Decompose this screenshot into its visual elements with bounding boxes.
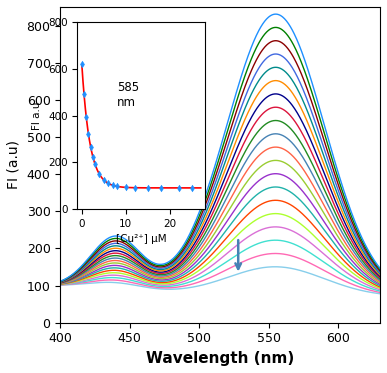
Y-axis label: FI a.u: FI a.u bbox=[33, 101, 43, 130]
X-axis label: [Cu²⁺] μM: [Cu²⁺] μM bbox=[116, 234, 166, 244]
X-axis label: Wavelength (nm): Wavelength (nm) bbox=[146, 351, 294, 366]
Text: 585
nm: 585 nm bbox=[117, 81, 139, 109]
Y-axis label: FI (a.u): FI (a.u) bbox=[7, 140, 21, 189]
